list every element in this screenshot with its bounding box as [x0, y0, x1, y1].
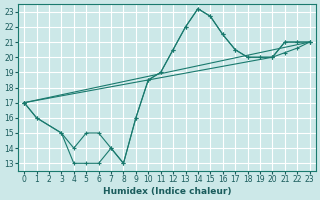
X-axis label: Humidex (Indice chaleur): Humidex (Indice chaleur) — [103, 187, 231, 196]
